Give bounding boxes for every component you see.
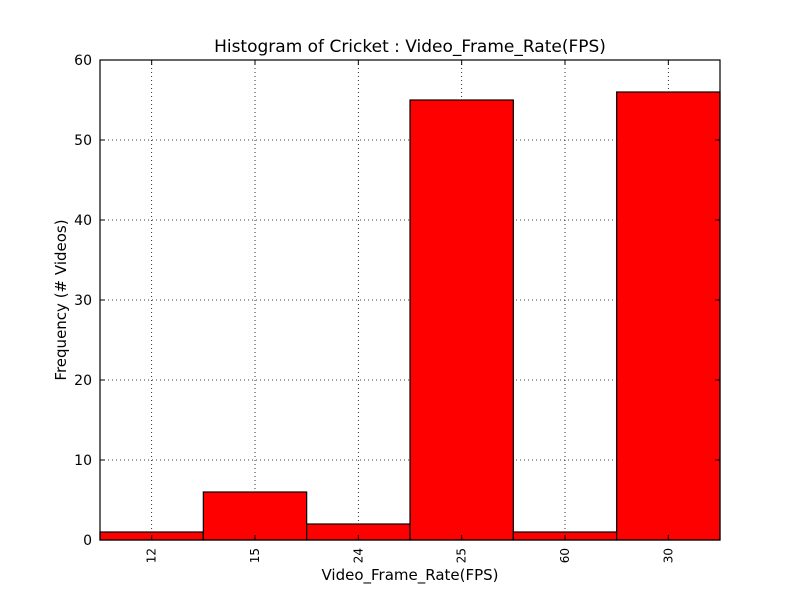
x-axis-label: Video_Frame_Rate(FPS) (321, 566, 498, 585)
y-tick-label: 40 (74, 213, 92, 229)
y-tick-label: 60 (74, 53, 92, 69)
chart-title: Histogram of Cricket : Video_Frame_Rate(… (214, 37, 606, 57)
x-tick-label: 15 (248, 548, 262, 563)
y-tick-label: 10 (74, 453, 92, 469)
y-tick-label: 0 (83, 533, 92, 549)
y-tick-label: 20 (74, 373, 92, 389)
bar-15 (202, 491, 308, 541)
x-tick-label: 24 (351, 548, 365, 563)
y-axis-label: Frequency (# Videos) (52, 219, 70, 380)
x-tick-label: 60 (558, 548, 572, 563)
axis-ticks (100, 59, 720, 541)
x-tick-label: 25 (455, 548, 469, 563)
bar-25 (409, 99, 514, 541)
y-tick-labels: 0 10 20 30 40 50 60 (74, 53, 92, 549)
y-tick-label: 30 (74, 293, 92, 309)
bar-30 (616, 91, 721, 541)
x-tick-label: 30 (661, 548, 675, 563)
x-tick-label: 12 (145, 548, 159, 563)
y-tick-label: 50 (74, 133, 92, 149)
x-tick-labels: 12 15 24 25 60 30 (145, 548, 676, 563)
bars (99, 91, 721, 541)
